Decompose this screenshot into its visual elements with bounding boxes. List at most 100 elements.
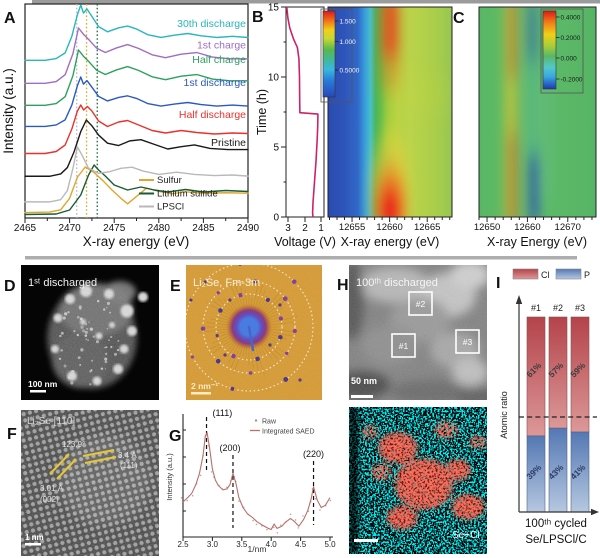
d-micrograph (21, 265, 159, 400)
g-raw-dot (276, 532, 279, 534)
g-legend-raw-label: Raw (262, 419, 277, 426)
panel-c-label: C (453, 10, 465, 27)
a-tick-label: 2485 (192, 223, 215, 234)
f-lattice-markers (49, 449, 117, 480)
h-caption: 100ᵗʰ discharged (356, 277, 438, 289)
i-legend-p-label: P (584, 270, 590, 280)
b-colorbar-labels: 1.500 1.000 0.5000 (335, 19, 360, 75)
b-heatmap (328, 7, 452, 217)
e-diffraction-spot (215, 358, 221, 364)
panel-g: G 2.5 3.0 3.5 4.0 4.5 5.0 (111) (200) (220) Raw… (165, 408, 336, 554)
g-raw-dot (266, 528, 268, 531)
e-diffraction-spot (268, 343, 272, 347)
i-legend-p-swatch (555, 268, 582, 280)
g-raw-dot (279, 524, 282, 527)
b-colorbar-tick-label: 1.000 (340, 39, 357, 46)
h-eds-map (349, 407, 487, 554)
i-bars: #161%39%#257%43%#359%41% (524, 303, 590, 513)
e-scalebar-label: 2 nm⁻¹ (191, 381, 218, 391)
e-diffraction-spot (231, 353, 236, 359)
i-xlabel-line1: 100ᵗʰ cycled (525, 518, 587, 530)
b-energy-tick-label: 12660 (376, 222, 402, 233)
g-raw-dot (238, 500, 240, 502)
f-angle-label: 123.9° (62, 440, 85, 449)
e-diffraction-spot (238, 292, 243, 298)
i-legend: Cl P (512, 268, 590, 280)
b-colorbar-tick-label: 1.500 (340, 19, 357, 26)
g-raw-dot (186, 499, 188, 502)
c-colorbar-tick-label: 0.000 (561, 56, 578, 63)
g-peak-label: (111) (213, 408, 233, 418)
g-x-tick-label: 2.5 (177, 540, 189, 549)
c-heatmap-frame (478, 6, 597, 218)
g-raw-dot (210, 471, 213, 473)
e-diffraction-spot (278, 303, 282, 307)
e-beamstop-arm (247, 325, 255, 352)
e-diffraction-spot (253, 279, 258, 284)
e-diffraction (186, 265, 322, 400)
a-legend-label: LPSCl (157, 202, 184, 213)
e-scalebar (191, 392, 211, 395)
b-voltage-box (285, 6, 325, 218)
g-ticks: 2.5 3.0 3.5 4.0 4.5 5.0 (177, 429, 336, 549)
h-roi-labels: #1 #2 #3 (399, 299, 473, 351)
e-spots (189, 265, 302, 391)
b-ylabel: Time (h) (255, 89, 269, 135)
i-ylabel: Atomic ratio (499, 391, 509, 439)
panel-f-label: F (7, 426, 17, 443)
a-series-label: 30th discharge (177, 18, 246, 30)
c-xlabel: X-ray Energy (eV) (487, 235, 587, 249)
a-tick-label: 2490 (237, 223, 260, 234)
a-series-curve (24, 49, 249, 106)
a-series-labels: 30th discharge 1st charge Half charge 1st d… (177, 18, 246, 149)
i-axes (515, 295, 599, 516)
h-roi-2 (408, 291, 433, 316)
panel-i-label: I (496, 275, 500, 292)
b-time-tick-label: 15 (268, 3, 280, 14)
b-heatmap-xlabel: X-ray energy (eV) (341, 235, 440, 249)
a-tick-label: 2470 (58, 223, 81, 234)
f-scalebar-label: 1 nm (25, 533, 44, 542)
e-caption: Li₂Se, Fm-3m (193, 277, 260, 289)
g-ylabel: Intensity (a.u.) (165, 453, 174, 501)
h-scalebar-label: 50 nm (351, 376, 377, 386)
b-heatmap-frame (327, 6, 453, 218)
panel-b-label: B (252, 9, 264, 26)
a-series-label: Half discharge (179, 109, 246, 121)
g-x-tick-label: 4.5 (295, 540, 307, 549)
g-legend: Raw Integrated SAED (250, 419, 315, 436)
a-tick-label: 2480 (148, 223, 171, 234)
f-annotations: 123.9° 3.4 Å (111) 3.01 Å (002) (40, 440, 138, 504)
e-diffraction-spot (223, 353, 227, 357)
b-energy-tick-label: 12655 (339, 222, 365, 233)
e-ring (215, 293, 283, 361)
e-diffraction-spot (282, 296, 288, 302)
g-raw-dot (294, 519, 297, 521)
e-diffraction-spot (200, 326, 206, 331)
g-x-tick-label: 3.5 (236, 540, 248, 549)
h-map-scalebar (354, 539, 378, 542)
e-diffraction-spot (215, 333, 219, 338)
b-time-tick-label: 10 (268, 73, 280, 84)
h-roi-3 (455, 329, 480, 354)
g-raw-dot (297, 527, 300, 529)
e-diffraction-spot (189, 298, 193, 302)
a-series-curve (24, 164, 249, 216)
i-legend-cl-label: Cl (541, 270, 550, 280)
a-tick-label: 2465 (14, 223, 37, 234)
d-scalebar-label: 100 nm (28, 379, 58, 389)
f-d111-label: 3.4 Å (118, 451, 137, 460)
d-caption: 1ˢᵗ discharged (28, 277, 97, 289)
i-bar-category: #1 (531, 303, 541, 313)
panel-a-label: A (4, 10, 16, 27)
a-series-curve (24, 104, 249, 155)
g-x-tick-label: 3.0 (207, 540, 219, 549)
f-h111-label: (111) (120, 461, 138, 470)
g-legend-saed-label: Integrated SAED (262, 429, 315, 436)
a-plot-box (24, 3, 249, 219)
g-raw-dot (329, 499, 332, 502)
page-edge-top (32, 0, 600, 4)
e-diffraction-spot (190, 355, 195, 359)
